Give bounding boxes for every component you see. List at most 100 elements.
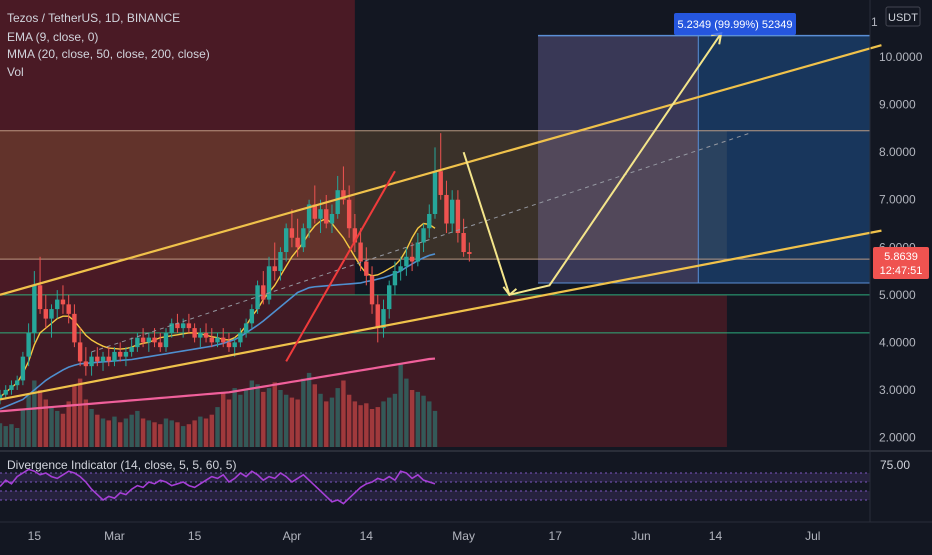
volume-bar: [135, 410, 140, 447]
volume-bar: [209, 414, 214, 447]
candle-body: [209, 337, 214, 343]
oscillator-scale-label: 75.00: [880, 458, 910, 472]
candle-body: [346, 199, 352, 229]
candle-body: [427, 213, 432, 229]
volume-bar: [3, 426, 8, 447]
volume-bar: [26, 394, 31, 447]
candle-body: [312, 204, 318, 219]
volume-bar: [369, 409, 375, 447]
candle-body: [398, 266, 403, 272]
volume-bar: [318, 393, 323, 447]
symbol-title: Tezos / TetherUS, 1D, BINANCE: [7, 11, 180, 25]
candle-body: [192, 328, 197, 338]
volume-bar: [186, 424, 192, 447]
volume-bar: [283, 394, 289, 447]
candle-body: [55, 299, 60, 310]
volume-bar: [203, 418, 209, 447]
volume-bar: [60, 413, 66, 447]
volume-bar: [301, 378, 306, 447]
volume-bar: [364, 403, 369, 447]
candle-body: [387, 285, 392, 310]
candle-body: [14, 380, 20, 386]
time-tick-label: Jul: [805, 529, 820, 543]
candle-body: [43, 309, 48, 319]
candle-body: [329, 213, 335, 224]
indicator-ema: EMA (9, close, 0): [7, 30, 98, 44]
projection-path: [462, 32, 723, 297]
volume-bar: [112, 416, 117, 447]
candle-body: [20, 356, 26, 381]
volume-bar: [32, 380, 37, 447]
candle-body: [112, 351, 117, 362]
candle-body: [306, 204, 312, 229]
position-box-right: [698, 35, 870, 283]
candle-body: [49, 309, 54, 319]
volume-bar: [77, 378, 83, 447]
candle-body: [421, 228, 426, 243]
red-trendline: [285, 170, 396, 362]
currency-button[interactable]: [885, 6, 921, 27]
time-tick-label: 15: [28, 529, 42, 543]
candle-body: [221, 337, 226, 343]
candle-body: [215, 337, 220, 343]
osc-band: [0, 491, 870, 500]
volume-bar: [55, 410, 60, 447]
candle-body: [415, 242, 421, 262]
candle-body: [438, 171, 443, 195]
candle-body: [364, 261, 369, 276]
volume-bar: [100, 418, 106, 447]
candle-body: [60, 299, 66, 305]
volume-bar: [295, 399, 300, 447]
candle-body: [32, 285, 37, 333]
time-tick-label: Apr: [283, 529, 302, 543]
candle-body: [369, 275, 375, 305]
time-tick-label: 15: [188, 529, 202, 543]
volume-bar: [158, 424, 163, 447]
price-badge-countdown: 12:47:51: [880, 265, 923, 277]
candle-body: [123, 351, 129, 357]
volume-bar: [106, 420, 111, 447]
candle-body: [238, 332, 243, 343]
axis-top-partial-tick: 1: [871, 15, 878, 29]
volume-bar: [312, 384, 318, 447]
candle-body: [158, 342, 163, 348]
candle-body: [404, 256, 409, 267]
candle-body: [352, 228, 358, 243]
candle-body: [3, 389, 8, 395]
candle-body: [9, 385, 14, 390]
projection-label-box: [674, 13, 796, 35]
candle-body: [146, 337, 152, 343]
volume-bar: [352, 401, 358, 447]
candle-body: [226, 342, 232, 348]
candle-body: [180, 323, 186, 329]
candle-body: [461, 233, 466, 253]
volume-bar: [14, 428, 20, 447]
zone-band: [0, 130, 727, 260]
volume-bar: [272, 382, 277, 447]
candle-body: [95, 356, 100, 362]
candle-body: [278, 252, 283, 272]
volume-bar: [37, 390, 43, 447]
volume-bar: [117, 422, 123, 447]
projection-low-arrowhead: [502, 286, 518, 297]
candle-body: [381, 309, 386, 329]
candle-body: [255, 285, 260, 310]
volume-bar: [152, 422, 157, 447]
projection-label: 5.2349 (99.99%) 52349: [678, 19, 793, 31]
volume-bar: [226, 399, 232, 447]
volume-bar: [415, 391, 421, 447]
candle-body: [283, 228, 289, 253]
candle-body: [135, 337, 140, 348]
candle-body: [249, 309, 255, 324]
candle-body: [375, 304, 380, 329]
oscillator-line: [0, 468, 436, 505]
volume-bar: [129, 414, 134, 447]
candle-body: [152, 337, 157, 343]
volume-bar: [66, 401, 71, 447]
lower-trendline: [0, 229, 882, 401]
candle-body: [301, 228, 306, 248]
candle-body: [72, 313, 77, 343]
oscillator-title: Divergence Indicator (14, close, 5, 5, 6…: [7, 458, 236, 472]
